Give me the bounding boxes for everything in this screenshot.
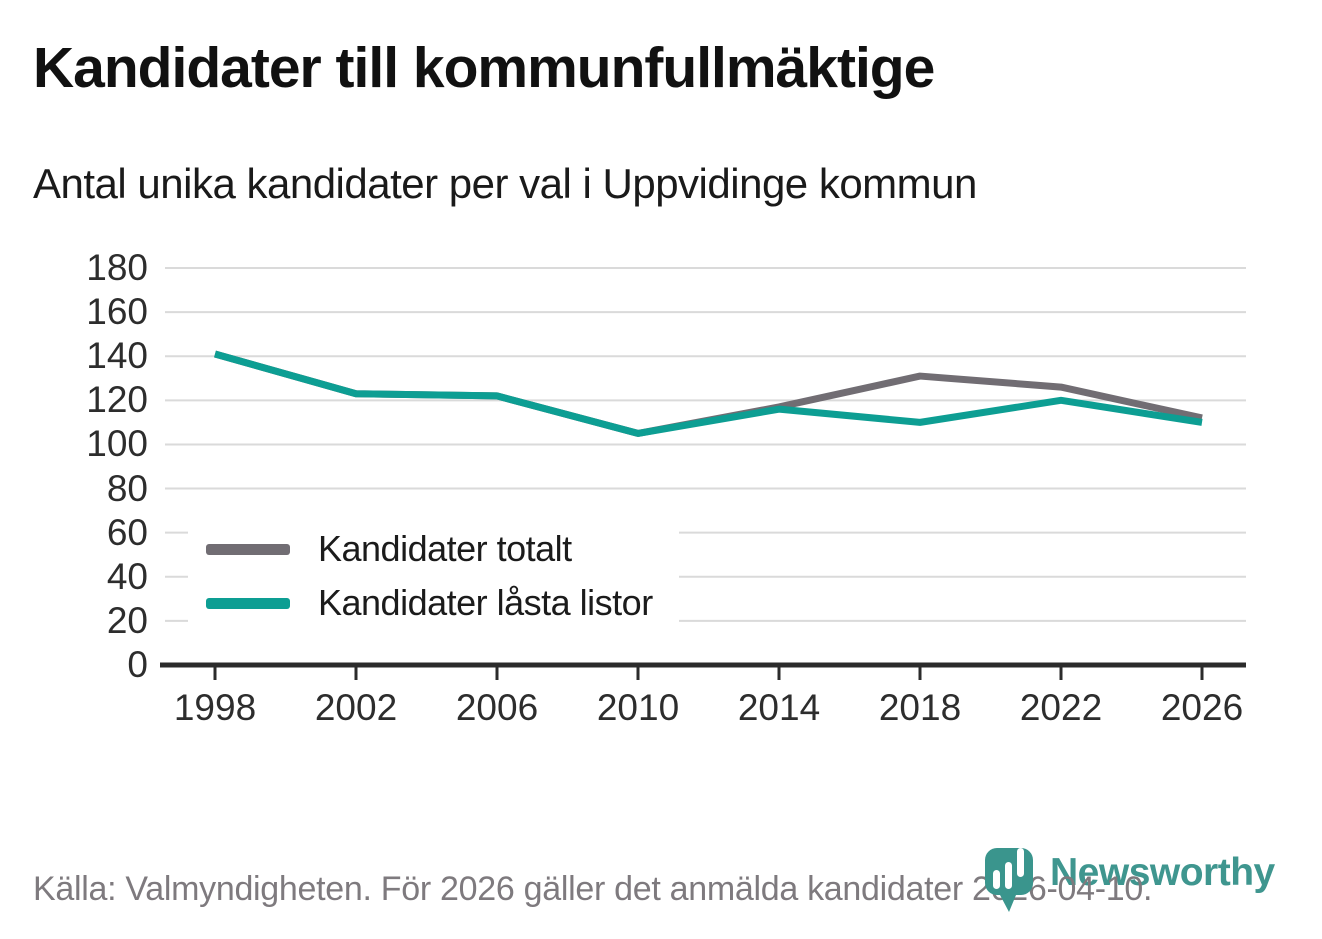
y-axis-label: 80 [106,467,148,509]
x-axis-label: 1998 [173,687,257,728]
y-axis-label: 180 [86,247,148,288]
x-axis [160,662,1246,680]
x-axis-label: 2022 [1019,687,1103,728]
x-axis-label: 2014 [737,687,821,728]
y-axis-label: 100 [86,423,148,465]
source-note: Källa: Valmyndigheten. För 2026 gäller d… [33,870,1153,908]
chart-title: Kandidater till kommunfullmäktige [33,36,935,100]
y-axis-label: 40 [106,555,148,597]
chart-legend: Kandidater totalt Kandidater låsta listo… [188,520,679,638]
y-axis-label: 20 [106,599,148,641]
newsworthy-pin-icon [985,848,1033,912]
legend-item-totalt: Kandidater totalt [206,528,653,570]
legend-label-totalt: Kandidater totalt [318,528,572,569]
x-axis-label: 2018 [878,687,962,728]
legend-swatch-totalt [206,543,290,555]
gridlines [165,267,1246,622]
legend-item-lasta-listor: Kandidater låsta listor [206,582,653,624]
series-lines [214,350,1203,437]
x-axis-label: 2010 [596,687,680,728]
y-axis-label: 0 [127,644,148,685]
legend-swatch-lasta-listor [206,597,290,609]
y-axis-label: 120 [86,379,148,421]
y-axis-label: 160 [86,291,148,333]
series-line-kandidater-l-sta-listor [214,350,1203,437]
newsworthy-wordmark: Newsworthy [1050,851,1275,894]
x-axis-label: 2002 [314,687,398,728]
y-axis-label: 140 [86,335,148,377]
y-axis-label: 60 [106,511,148,553]
x-axis-label: 2006 [455,687,539,728]
x-axis-label: 2026 [1160,687,1244,728]
chart-subtitle: Antal unika kandidater per val i Uppvidi… [33,160,977,207]
legend-label-lasta-listor: Kandidater låsta listor [318,582,653,623]
